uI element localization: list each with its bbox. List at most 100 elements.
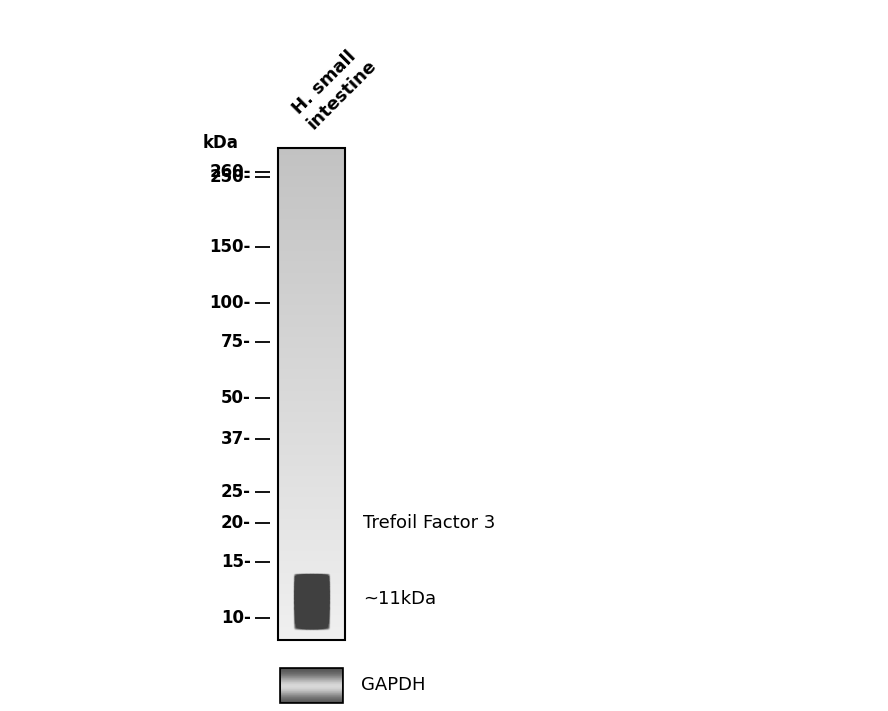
Bar — [278, 302, 345, 304]
Bar — [278, 227, 345, 228]
Bar — [278, 184, 345, 186]
Bar — [278, 199, 345, 201]
Bar — [278, 271, 345, 272]
Bar — [278, 506, 345, 507]
Bar — [278, 489, 345, 491]
Bar — [278, 154, 345, 156]
Bar — [278, 314, 345, 315]
Bar — [278, 550, 345, 552]
Bar — [278, 634, 345, 635]
Text: 37-: 37- — [221, 429, 251, 448]
Bar — [278, 409, 345, 410]
Bar — [278, 430, 345, 432]
Bar — [278, 422, 345, 424]
Bar — [278, 286, 345, 287]
Bar — [278, 607, 345, 609]
Bar — [278, 497, 345, 499]
Bar — [278, 545, 345, 547]
Bar — [280, 668, 343, 703]
Bar — [278, 168, 345, 169]
Bar — [278, 346, 345, 348]
Bar — [278, 153, 345, 154]
Bar — [278, 274, 345, 276]
Bar — [278, 311, 345, 312]
Bar — [278, 496, 345, 497]
Bar — [278, 512, 345, 514]
Bar — [278, 279, 345, 281]
Bar — [278, 447, 345, 448]
Bar — [278, 284, 345, 286]
Text: ~11kDa: ~11kDa — [363, 589, 436, 608]
Bar — [278, 392, 345, 394]
Bar — [278, 424, 345, 425]
Bar — [278, 360, 345, 361]
Bar — [278, 289, 345, 291]
Bar — [278, 599, 345, 601]
Bar — [278, 320, 345, 322]
Bar — [278, 538, 345, 540]
Bar — [278, 338, 345, 340]
Bar — [278, 240, 345, 242]
Bar — [278, 561, 345, 563]
Bar — [278, 353, 345, 355]
Bar — [278, 351, 345, 353]
Bar — [278, 410, 345, 412]
Bar — [278, 540, 345, 542]
Bar — [278, 333, 345, 335]
Bar — [278, 473, 345, 474]
Text: 25-: 25- — [221, 483, 251, 501]
Bar — [278, 148, 345, 640]
Bar — [278, 238, 345, 240]
Bar — [278, 340, 345, 341]
Bar — [278, 178, 345, 179]
Bar — [278, 228, 345, 230]
Bar — [278, 616, 345, 617]
Bar — [278, 429, 345, 430]
Bar — [278, 272, 345, 274]
Bar — [278, 327, 345, 328]
Bar — [278, 197, 345, 199]
Bar — [278, 245, 345, 247]
Bar — [278, 370, 345, 371]
Bar — [278, 149, 345, 151]
Bar — [278, 397, 345, 399]
Bar — [278, 542, 345, 543]
Bar — [278, 384, 345, 386]
Bar — [278, 537, 345, 538]
Bar — [278, 532, 345, 533]
Bar — [278, 509, 345, 510]
Bar — [278, 365, 345, 366]
Bar — [278, 577, 345, 579]
Bar — [278, 522, 345, 523]
Bar — [278, 483, 345, 484]
Bar — [278, 204, 345, 205]
Bar — [278, 451, 345, 453]
Bar — [278, 261, 345, 263]
Bar — [278, 611, 345, 612]
Bar — [278, 450, 345, 451]
Bar — [278, 374, 345, 376]
Bar — [278, 217, 345, 218]
Bar — [278, 574, 345, 576]
Bar — [278, 501, 345, 502]
Bar — [278, 563, 345, 565]
Text: GAPDH: GAPDH — [361, 676, 425, 695]
Bar — [278, 223, 345, 225]
Bar — [278, 632, 345, 634]
Bar — [278, 547, 345, 548]
Bar — [278, 419, 345, 420]
Bar — [278, 391, 345, 392]
Bar — [278, 609, 345, 611]
Bar — [278, 425, 345, 427]
Bar — [278, 159, 345, 161]
Bar — [278, 602, 345, 604]
Bar — [278, 164, 345, 166]
Bar — [278, 151, 345, 153]
Bar — [278, 573, 345, 574]
Bar — [278, 507, 345, 509]
Bar — [278, 315, 345, 317]
Bar — [278, 638, 345, 640]
Bar — [278, 253, 345, 255]
Bar — [278, 481, 345, 483]
Bar — [278, 179, 345, 181]
